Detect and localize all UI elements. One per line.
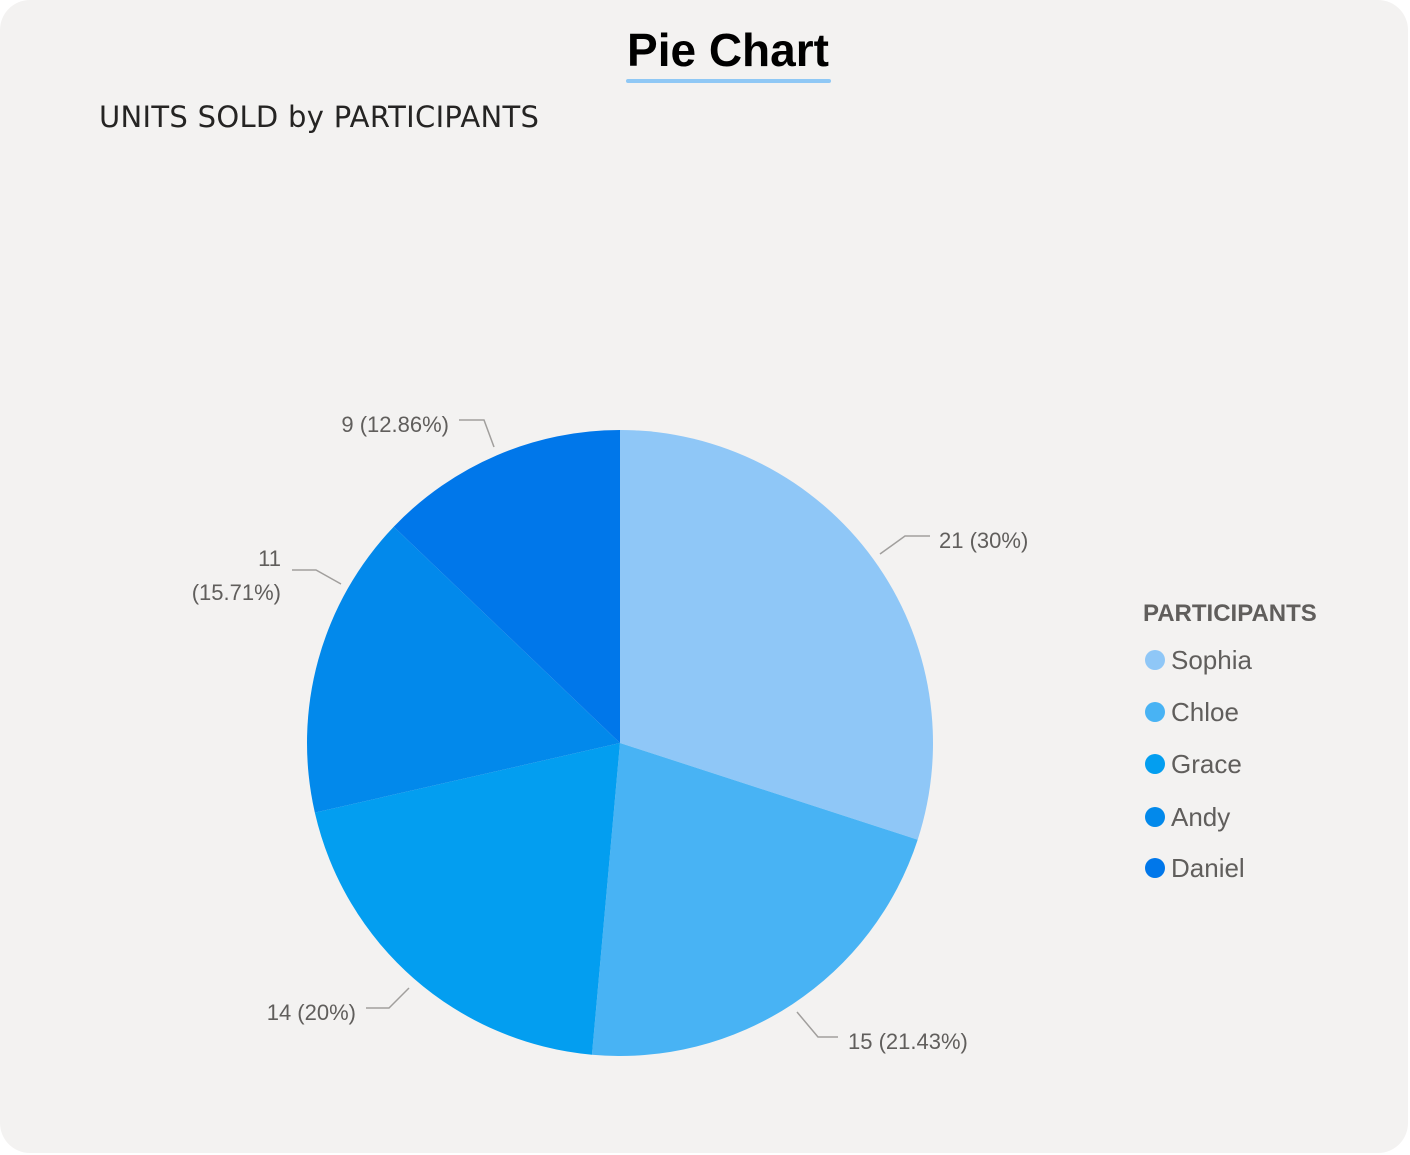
data-label-chloe: 15 (21.43%) (848, 1029, 968, 1054)
legend-item-chloe[interactable]: Chloe (1145, 696, 1239, 728)
data-labels: 21 (30%) 15 (21.43%) 14 (20%) 11 (15.71%) 9 (… (192, 412, 1029, 1054)
legend-item-grace[interactable]: Grace (1145, 748, 1242, 780)
data-label-grace: 14 (20%) (267, 1000, 356, 1025)
pie-slice-chloe[interactable] (591, 743, 918, 1057)
pie-slice-daniel[interactable] (393, 430, 620, 743)
heading-underline (626, 79, 831, 83)
legend-title: PARTICIPANTS (1143, 600, 1317, 627)
legend-label: Daniel (1171, 852, 1245, 883)
legend-swatch (1145, 807, 1165, 827)
pie-slice-grace[interactable] (314, 743, 620, 1055)
pie-slice-sophia[interactable] (620, 430, 933, 840)
legend-label: Sophia (1171, 644, 1252, 675)
leader-line-grace (366, 987, 410, 1009)
chart-title: UNITS SOLD by PARTICIPANTS (99, 100, 540, 134)
legend-swatch (1145, 754, 1165, 774)
leader-line-sophia (879, 535, 930, 555)
pie-slices (307, 430, 933, 1057)
legend-item-daniel[interactable]: Daniel (1145, 852, 1245, 884)
data-label-andy: 11 (258, 546, 281, 571)
legend-label: Andy (1171, 801, 1231, 832)
legend-item-sophia[interactable]: Sophia (1145, 644, 1252, 676)
legend-swatch (1145, 702, 1165, 722)
leader-line-chloe (796, 1011, 838, 1038)
leader-line-andy (292, 569, 342, 585)
data-label-andy: (15.71%) (192, 580, 281, 605)
data-label-daniel: 9 (12.86%) (341, 412, 449, 437)
legend-swatch (1145, 858, 1165, 878)
legend-item-andy[interactable]: Andy (1145, 801, 1230, 833)
label-leaders (292, 419, 930, 1038)
legend-label: Chloe (1171, 696, 1239, 727)
pie-slice-andy[interactable] (307, 526, 620, 813)
legend-label: Grace (1171, 748, 1242, 779)
data-label-sophia: 21 (30%) (939, 528, 1028, 553)
legend-swatch (1145, 650, 1165, 670)
page-heading: Pie Chart (627, 24, 829, 76)
leader-line-daniel (459, 419, 495, 448)
